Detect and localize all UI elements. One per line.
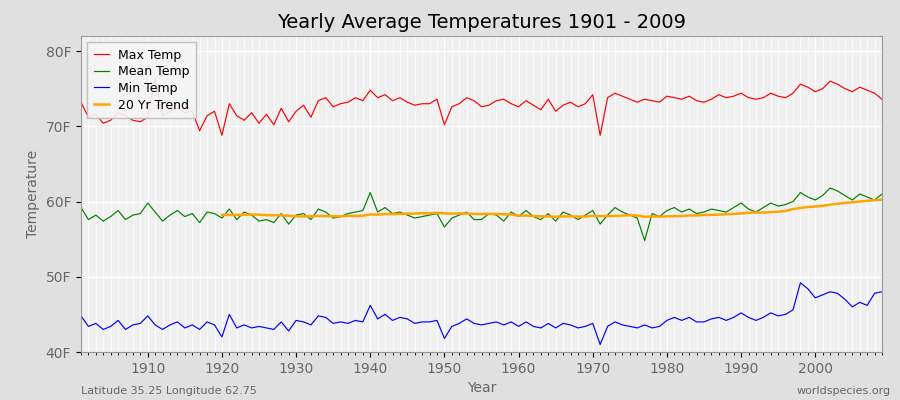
Max Temp (528, 103, 539, 108)
Max Temp (877, 97, 887, 102)
Max Temp (217, 133, 228, 138)
Y-axis label: Temperature: Temperature (26, 150, 40, 238)
Min Temp (877, 290, 887, 294)
Line: Min Temp: Min Temp (81, 283, 882, 344)
Line: 20 Yr Trend: 20 Yr Trend (222, 200, 882, 217)
20 Yr Trend (773, 209, 784, 214)
X-axis label: Year: Year (467, 381, 496, 395)
Mean Temp (298, 211, 309, 216)
20 Yr Trend (788, 207, 798, 212)
Mean Temp (513, 214, 524, 219)
Mean Temp (824, 186, 835, 190)
Line: Max Temp: Max Temp (81, 78, 882, 135)
Text: Latitude 35.25 Longitude 62.75: Latitude 35.25 Longitude 62.75 (81, 386, 256, 396)
Min Temp (795, 280, 806, 285)
Title: Yearly Average Temperatures 1901 - 2009: Yearly Average Temperatures 1901 - 2009 (277, 13, 686, 32)
Min Temp (76, 314, 86, 318)
20 Yr Trend (684, 213, 695, 218)
Mean Temp (877, 192, 887, 196)
Text: worldspecies.org: worldspecies.org (796, 386, 891, 396)
Max Temp (520, 98, 531, 103)
Max Temp (149, 76, 160, 80)
Line: Mean Temp: Mean Temp (81, 188, 882, 241)
Max Temp (313, 98, 324, 103)
Min Temp (343, 321, 354, 326)
Max Temp (135, 119, 146, 124)
Min Temp (298, 320, 309, 324)
20 Yr Trend (417, 211, 428, 216)
Min Temp (595, 342, 606, 347)
Mean Temp (602, 213, 613, 218)
20 Yr Trend (877, 197, 887, 202)
Mean Temp (76, 205, 86, 210)
Min Temp (135, 321, 146, 326)
Mean Temp (506, 210, 517, 214)
20 Yr Trend (305, 214, 316, 219)
Mean Temp (343, 211, 354, 216)
20 Yr Trend (217, 212, 228, 217)
20 Yr Trend (639, 214, 650, 219)
Mean Temp (135, 211, 146, 216)
Max Temp (76, 100, 86, 105)
Min Temp (506, 320, 517, 324)
20 Yr Trend (854, 199, 865, 204)
Min Temp (513, 324, 524, 329)
Mean Temp (639, 238, 650, 243)
Max Temp (617, 94, 628, 98)
Min Temp (609, 320, 620, 324)
Legend: Max Temp, Mean Temp, Min Temp, 20 Yr Trend: Max Temp, Mean Temp, Min Temp, 20 Yr Tre… (87, 42, 196, 118)
Max Temp (357, 98, 368, 103)
